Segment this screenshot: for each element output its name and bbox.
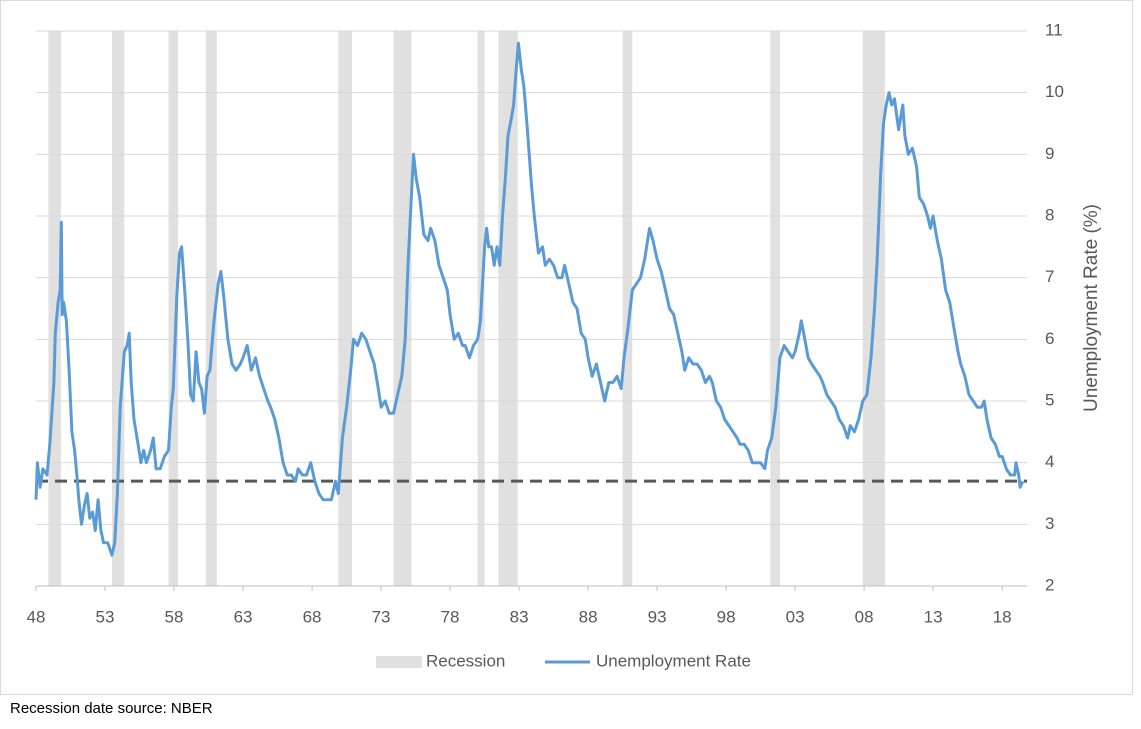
y-tick-label: 11 [1045, 20, 1063, 39]
legend-label: Recession [426, 651, 505, 670]
y-tick-label: 8 [1045, 205, 1054, 224]
recession-band [205, 31, 217, 586]
series-line [34, 41, 1025, 557]
x-tick-label: 03 [786, 607, 805, 626]
x-tick-label: 73 [372, 607, 391, 626]
legend-swatch [376, 656, 422, 668]
recession-band [168, 31, 179, 586]
y-tick-label: 4 [1045, 452, 1054, 471]
x-tick-label: 08 [855, 607, 874, 626]
chart-border [0, 0, 1133, 695]
x-tick-label: 58 [165, 607, 184, 626]
legend-label: Unemployment Rate [596, 651, 751, 670]
x-tick-label: 78 [441, 607, 460, 626]
y-tick-label: 10 [1045, 82, 1064, 101]
x-tick-label: 98 [717, 607, 736, 626]
recession-band [498, 31, 518, 586]
recession-band [111, 31, 125, 586]
x-tick-label: 93 [648, 607, 667, 626]
x-tick-label: 48 [27, 607, 46, 626]
x-tick-label: 53 [96, 607, 115, 626]
y-tick-label: 9 [1045, 144, 1054, 163]
x-tick-label: 18 [993, 607, 1012, 626]
recession-band [622, 31, 633, 586]
x-tick-label: 83 [510, 607, 529, 626]
recession-band [393, 31, 412, 586]
y-tick-label: 7 [1045, 267, 1054, 286]
x-tick-label: 13 [924, 607, 943, 626]
y-axis-title: Unemployment Rate (%) [1081, 204, 1102, 412]
recession-band [770, 31, 780, 586]
x-tick-label: 63 [234, 607, 253, 626]
y-tick-label: 5 [1045, 390, 1054, 409]
x-tick-label: 68 [303, 607, 322, 626]
x-tick-label: 88 [579, 607, 598, 626]
recession-band [48, 31, 61, 586]
recession-band [338, 31, 353, 586]
y-tick-label: 2 [1045, 575, 1054, 594]
y-tick-label: 3 [1045, 514, 1054, 533]
footnote: Recession date source: NBER [10, 700, 213, 717]
y-tick-label: 6 [1045, 329, 1054, 348]
